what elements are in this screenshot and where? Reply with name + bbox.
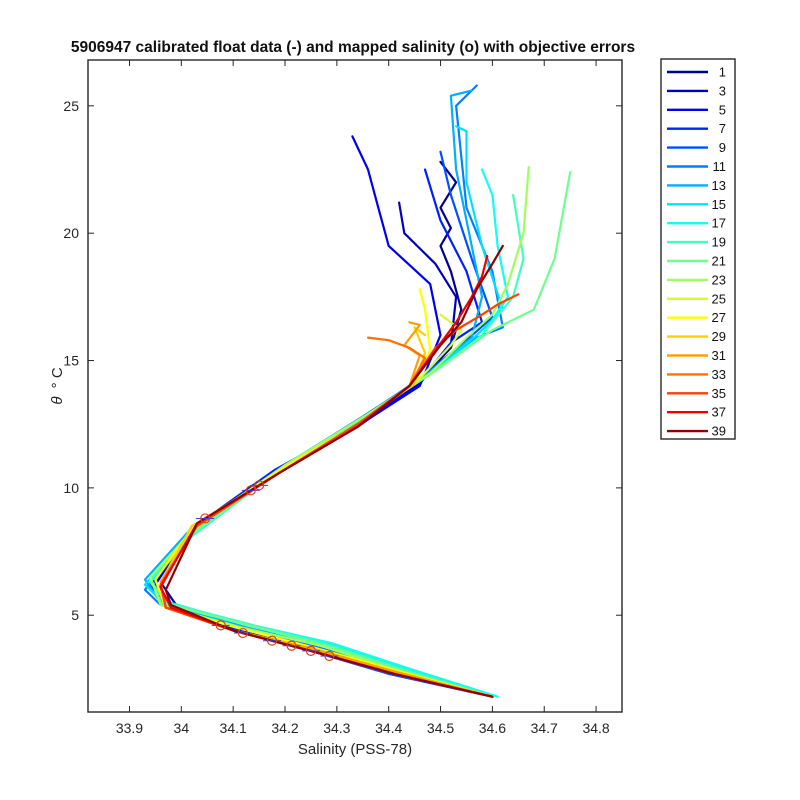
legend-label-33: 33 bbox=[712, 367, 726, 382]
mapped-salinity-marker bbox=[305, 645, 317, 656]
x-tick-label: 34.4 bbox=[375, 720, 402, 736]
y-axis-label-unit: ° C bbox=[49, 367, 66, 388]
legend-label-27: 27 bbox=[712, 310, 726, 325]
y-axis-label-symbol: θ bbox=[49, 397, 66, 405]
legend-label-39: 39 bbox=[712, 424, 726, 439]
legend-box bbox=[660, 58, 736, 440]
y-tick-label: 25 bbox=[63, 98, 79, 114]
legend-label-37: 37 bbox=[712, 405, 726, 420]
legend-label-13: 13 bbox=[712, 178, 726, 193]
mapped-salinity-marker bbox=[253, 480, 265, 491]
legend-label-1: 1 bbox=[719, 65, 726, 80]
legend-label-11: 11 bbox=[713, 159, 727, 174]
legend-label-31: 31 bbox=[712, 348, 726, 363]
y-tick-label: 20 bbox=[63, 225, 79, 241]
plot-area: 33.9 34 34.1 34.2 34.3 34.4 34.5 34.6 34.7 34.8 5… bbox=[63, 59, 623, 736]
mapped-salinity-marker bbox=[200, 513, 211, 524]
legend-label-17: 17 bbox=[712, 216, 726, 231]
x-tick-label: 34.7 bbox=[531, 720, 558, 736]
x-tick-label: 34.6 bbox=[479, 720, 506, 736]
x-tick-label: 34.1 bbox=[220, 720, 247, 736]
legend-label-21: 21 bbox=[712, 254, 726, 269]
legend-label-35: 35 bbox=[712, 386, 726, 401]
mapped-salinity-marker bbox=[286, 640, 297, 651]
x-tick-label: 34.5 bbox=[427, 720, 454, 736]
legend-label-25: 25 bbox=[712, 291, 726, 306]
legend-label-23: 23 bbox=[712, 272, 726, 287]
series-line-39 bbox=[164, 244, 504, 698]
chart-title: 5906947 calibrated float data (-) and ma… bbox=[71, 39, 635, 56]
x-tick-label: 34 bbox=[174, 720, 190, 736]
x-axis: 33.9 34 34.1 34.2 34.3 34.4 34.5 34.6 34.7 34.8 bbox=[116, 60, 610, 736]
legend-label-15: 15 bbox=[712, 197, 726, 212]
mapped-salinity-marker bbox=[324, 650, 335, 662]
plot-frame bbox=[87, 59, 623, 713]
y-tick-label: 5 bbox=[71, 607, 79, 623]
legend-label-9: 9 bbox=[719, 140, 726, 155]
series-layer bbox=[143, 84, 572, 698]
mapped-salinity-marker bbox=[237, 627, 248, 639]
x-tick-label: 34.2 bbox=[271, 720, 298, 736]
series-line-27 bbox=[154, 288, 494, 698]
mapped-salinity-marker bbox=[245, 485, 256, 496]
y-tick-label: 10 bbox=[63, 480, 79, 496]
x-tick-label: 34.3 bbox=[323, 720, 350, 736]
mapped-points-layer bbox=[196, 480, 339, 662]
legend-label-7: 7 bbox=[719, 121, 726, 136]
legend-label-29: 29 bbox=[712, 329, 726, 344]
legend-label-3: 3 bbox=[719, 83, 726, 98]
mapped-salinity-marker bbox=[215, 620, 226, 631]
y-axis: 5 10 15 20 25 bbox=[63, 98, 622, 623]
x-tick-label: 33.9 bbox=[116, 720, 143, 736]
plot-background bbox=[88, 60, 622, 712]
y-axis-label: θ ° C bbox=[49, 367, 66, 404]
series-line-23 bbox=[149, 165, 530, 698]
legend-label-5: 5 bbox=[719, 102, 726, 117]
y-tick-label: 15 bbox=[63, 353, 79, 369]
x-axis-label: Salinity (PSS-78) bbox=[298, 741, 412, 758]
x-tick-label: 34.8 bbox=[582, 720, 609, 736]
legend-label-19: 19 bbox=[712, 235, 726, 250]
mapped-salinity-marker bbox=[266, 635, 278, 646]
